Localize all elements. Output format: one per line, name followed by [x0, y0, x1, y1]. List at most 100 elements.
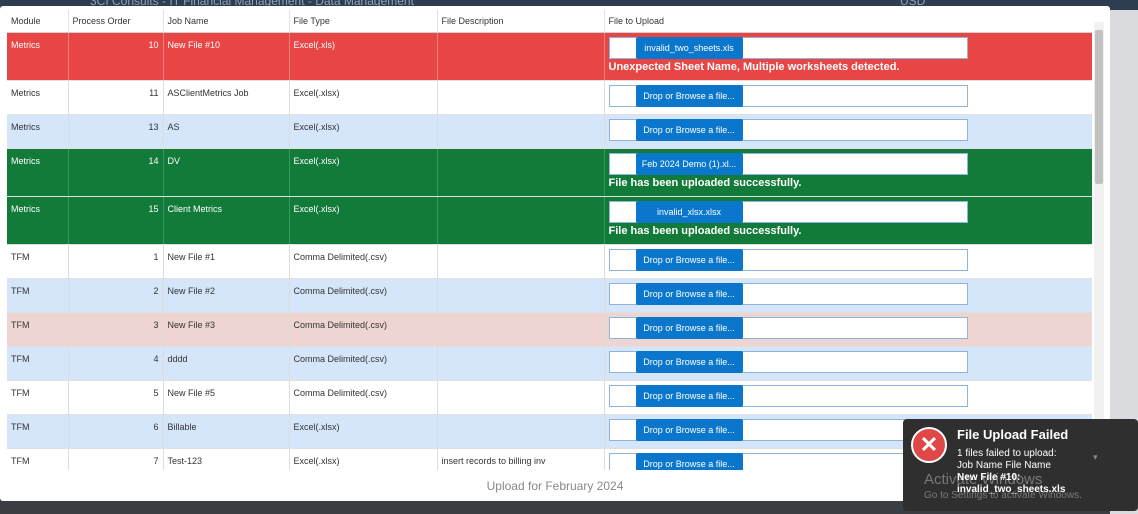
cell-file-description [437, 414, 605, 449]
toast-summary: 1 files failed to upload: [957, 448, 1057, 459]
cell-file-upload: Feb 2024 Demo (1).xl... File has been upl… [604, 148, 1092, 197]
browse-file-button[interactable]: Feb 2024 Demo (1).xl... [635, 153, 743, 175]
cell-file-description [437, 346, 605, 381]
file-drop-zone[interactable]: Drop or Browse a file... [608, 419, 968, 441]
table-row: Metrics 14 DV Excel(.xlsx) Feb 2024 Demo (1)… [7, 148, 1092, 197]
col-header-file-to-upload[interactable]: File to Upload [604, 10, 1092, 33]
chevron-down-icon: ▾ [1093, 452, 1098, 462]
table-row: TFM 3 New File #3 Comma Delimited(.csv) Drop… [7, 312, 1092, 347]
browse-file-button[interactable]: invalid_xlsx.xlsx [635, 201, 743, 223]
cell-process-order: 5 [68, 380, 164, 415]
cell-job-name: New File #10 [163, 32, 290, 81]
app-title: 3CI Consults - IT Financial Management -… [90, 0, 414, 8]
file-drop-zone[interactable]: Feb 2024 Demo (1).xl... [608, 153, 968, 175]
file-drop-zone[interactable]: Drop or Browse a file... [608, 351, 968, 373]
cell-module: TFM [7, 312, 69, 347]
browse-file-button[interactable]: Drop or Browse a file... [635, 317, 743, 339]
table-row: Metrics 15 Client Metrics Excel(.xlsx) inval… [7, 196, 1092, 245]
cell-process-order: 3 [68, 312, 164, 347]
file-drop-zone[interactable]: Drop or Browse a file... [608, 317, 968, 339]
cell-process-order: 14 [68, 148, 164, 197]
cell-job-name: Client Metrics [163, 196, 290, 245]
browse-file-button[interactable]: Drop or Browse a file... [635, 85, 743, 107]
file-drop-zone[interactable]: Drop or Browse a file... [608, 119, 968, 141]
cell-file-type: Excel(.xlsx) [289, 148, 438, 197]
cell-job-name: Billable [163, 414, 290, 449]
cell-process-order: 2 [68, 278, 164, 313]
col-header-module[interactable]: Module [7, 10, 69, 33]
cell-module: Metrics [7, 80, 69, 115]
browse-file-button[interactable]: Drop or Browse a file... [635, 351, 743, 373]
cell-file-upload: Drop or Browse a file... [604, 380, 1092, 415]
error-icon: ✕ [911, 427, 947, 463]
table-row: Metrics 13 AS Excel(.xlsx) Drop or Browse a … [7, 114, 1092, 149]
cell-module: TFM [7, 244, 69, 279]
col-header-file-description[interactable]: File Description [437, 10, 605, 33]
upload-period-label: Upload for February 2024 [486, 479, 624, 493]
cell-file-type: Excel(.xls) [289, 32, 438, 81]
cell-process-order: 10 [68, 32, 164, 81]
cell-process-order: 7 [68, 448, 164, 470]
cell-job-name: New File #3 [163, 312, 290, 347]
col-header-file-type[interactable]: File Type [289, 10, 438, 33]
cell-module: Metrics [7, 114, 69, 149]
col-header-process-order[interactable]: Process Order [68, 10, 164, 33]
upload-status-message: File has been uploaded successfully. [608, 177, 802, 189]
cell-job-name: AS [163, 114, 290, 149]
scrollbar-thumb[interactable] [1095, 30, 1103, 184]
cell-file-description [437, 312, 605, 347]
cell-file-description: insert records to billing inv [437, 448, 605, 470]
cell-job-name: New File #2 [163, 278, 290, 313]
browse-file-button[interactable]: Drop or Browse a file... [635, 119, 743, 141]
cell-file-upload: Drop or Browse a file... [604, 346, 1092, 381]
file-drop-zone[interactable]: Drop or Browse a file... [608, 385, 968, 407]
browse-file-button[interactable]: Drop or Browse a file... [635, 385, 743, 407]
browse-file-button[interactable]: invalid_two_sheets.xls [635, 37, 743, 59]
table-row: TFM 1 New File #1 Comma Delimited(.csv) Drop… [7, 244, 1092, 279]
cell-process-order: 11 [68, 80, 164, 115]
cell-process-order: 4 [68, 346, 164, 381]
browse-file-button[interactable]: Drop or Browse a file... [635, 453, 743, 470]
cell-file-upload: invalid_xlsx.xlsx File has been uploaded … [604, 196, 1092, 245]
vertical-scrollbar[interactable] [1094, 22, 1104, 472]
app-header: 3CI Consults - IT Financial Management -… [0, 0, 1138, 10]
cell-process-order: 13 [68, 114, 164, 149]
file-drop-zone[interactable]: Drop or Browse a file... [608, 283, 968, 305]
cell-module: TFM [7, 278, 69, 313]
col-header-job-name[interactable]: Job Name [163, 10, 290, 33]
browse-file-button[interactable]: Drop or Browse a file... [635, 249, 743, 271]
table-row: TFM 2 New File #2 Comma Delimited(.csv) Drop… [7, 278, 1092, 313]
cell-file-description [437, 196, 605, 245]
file-drop-zone[interactable]: invalid_xlsx.xlsx [608, 201, 968, 223]
file-drop-zone[interactable]: invalid_two_sheets.xls [608, 37, 968, 59]
cell-file-type: Comma Delimited(.csv) [289, 380, 438, 415]
toast-columns: Job Name File Name [957, 460, 1051, 471]
cell-module: TFM [7, 380, 69, 415]
cell-module: TFM [7, 448, 69, 470]
cell-module: Metrics [7, 32, 69, 81]
cell-file-description [437, 278, 605, 313]
cell-file-description [437, 80, 605, 115]
browse-file-button[interactable]: Drop or Browse a file... [635, 419, 743, 441]
cell-process-order: 6 [68, 414, 164, 449]
file-drop-zone[interactable]: Drop or Browse a file... [608, 249, 968, 271]
browse-file-button[interactable]: Drop or Browse a file... [635, 283, 743, 305]
upload-status-message: File has been uploaded successfully. [608, 225, 802, 237]
file-drop-zone[interactable]: Drop or Browse a file... [608, 85, 968, 107]
cell-file-type: Comma Delimited(.csv) [289, 244, 438, 279]
cell-file-type: Excel(.xlsx) [289, 114, 438, 149]
upload-failed-toast[interactable]: ✕ File Upload Failed 1 files failed to u… [903, 419, 1138, 511]
cell-file-upload: Drop or Browse a file... [604, 114, 1092, 149]
toast-file-name: invalid_two_sheets.xls [957, 484, 1066, 495]
cell-file-type: Excel(.xlsx) [289, 414, 438, 449]
cell-file-description [437, 114, 605, 149]
cell-module: TFM [7, 346, 69, 381]
currency-label: USD [900, 0, 926, 8]
file-drop-zone[interactable]: Drop or Browse a file... [608, 453, 968, 470]
cell-file-type: Excel(.xlsx) [289, 448, 438, 470]
cell-module: Metrics [7, 196, 69, 245]
cell-file-description [437, 148, 605, 197]
cell-job-name: New File #1 [163, 244, 290, 279]
cell-job-name: DV [163, 148, 290, 197]
cell-file-type: Excel(.xlsx) [289, 196, 438, 245]
